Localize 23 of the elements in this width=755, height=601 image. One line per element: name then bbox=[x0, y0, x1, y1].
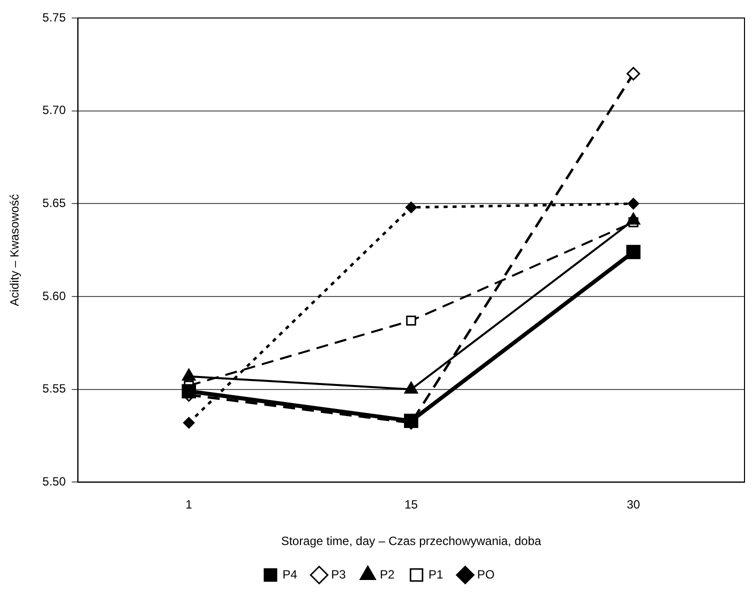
y-tick-label: 5.65 bbox=[42, 196, 66, 210]
x-tick-label: 15 bbox=[404, 498, 418, 512]
point bbox=[626, 244, 640, 260]
x-tick-label: 30 bbox=[626, 498, 640, 512]
point bbox=[183, 417, 195, 429]
y-tick-label: 5.60 bbox=[42, 288, 66, 303]
x-tick-label: 1 bbox=[186, 498, 193, 512]
legend-label: P3 bbox=[331, 567, 346, 582]
point bbox=[626, 66, 640, 80]
y-tick-label: 5.70 bbox=[42, 103, 66, 118]
y-tick-label: 5.50 bbox=[42, 474, 66, 489]
point bbox=[182, 384, 196, 398]
legend-label: P4 bbox=[282, 567, 298, 582]
legend-label: P1 bbox=[428, 567, 444, 582]
y-axis-title: Acidity – Kwasowość bbox=[8, 194, 22, 306]
legend-label: PO bbox=[477, 567, 495, 582]
y-tick-label: 5.55 bbox=[42, 382, 66, 396]
point bbox=[405, 202, 417, 214]
y-tick-label: 5.75 bbox=[42, 10, 66, 24]
legend-label: P2 bbox=[380, 567, 395, 582]
point bbox=[406, 316, 416, 326]
point bbox=[628, 198, 640, 210]
x-axis-title: Storage time, day – Czas przechowywania, doba bbox=[281, 534, 542, 548]
